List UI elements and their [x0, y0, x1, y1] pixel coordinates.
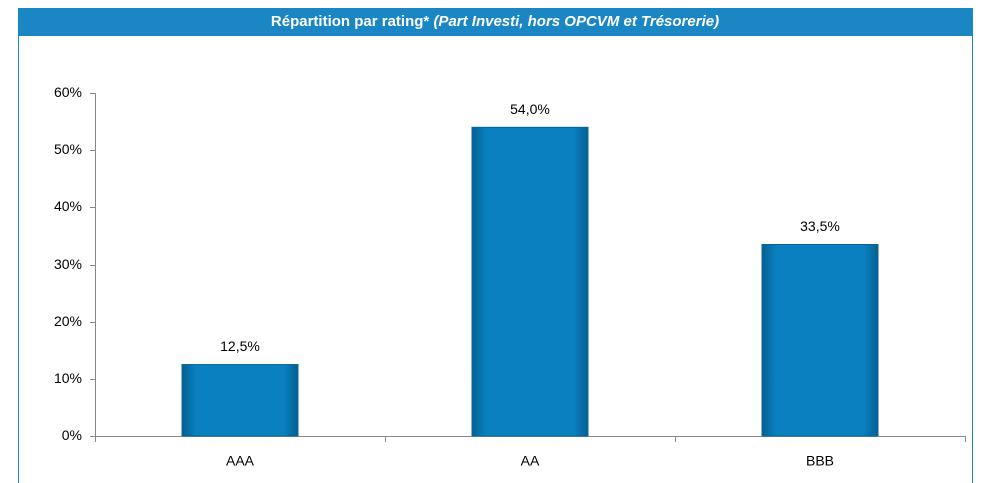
- y-tick-label: 40%: [54, 198, 82, 214]
- x-tick-label: AAA: [226, 453, 255, 469]
- bar: [761, 243, 879, 437]
- value-label: 54,0%: [510, 101, 550, 117]
- x-tick-label: AA: [521, 453, 540, 469]
- value-label: 12,5%: [220, 338, 260, 354]
- title-banner: [18, 8, 973, 36]
- y-tick-label: 50%: [54, 141, 82, 157]
- y-tick-label: 10%: [54, 370, 82, 386]
- chart-title: Répartition par rating*: [271, 13, 430, 30]
- value-label: 33,5%: [800, 218, 840, 234]
- bar: [471, 126, 589, 437]
- y-tick-label: 30%: [54, 256, 82, 272]
- chart-subtitle: (Part Investi, hors OPCVM et Trésorerie): [433, 13, 719, 30]
- y-tick-label: 60%: [54, 84, 82, 100]
- bar: [181, 364, 299, 437]
- chart-title-group: Répartition par rating* (Part Investi, h…: [271, 13, 719, 30]
- y-tick-label: 0%: [62, 427, 82, 443]
- x-tick-label: BBB: [806, 453, 834, 469]
- y-tick-label: 20%: [54, 313, 82, 329]
